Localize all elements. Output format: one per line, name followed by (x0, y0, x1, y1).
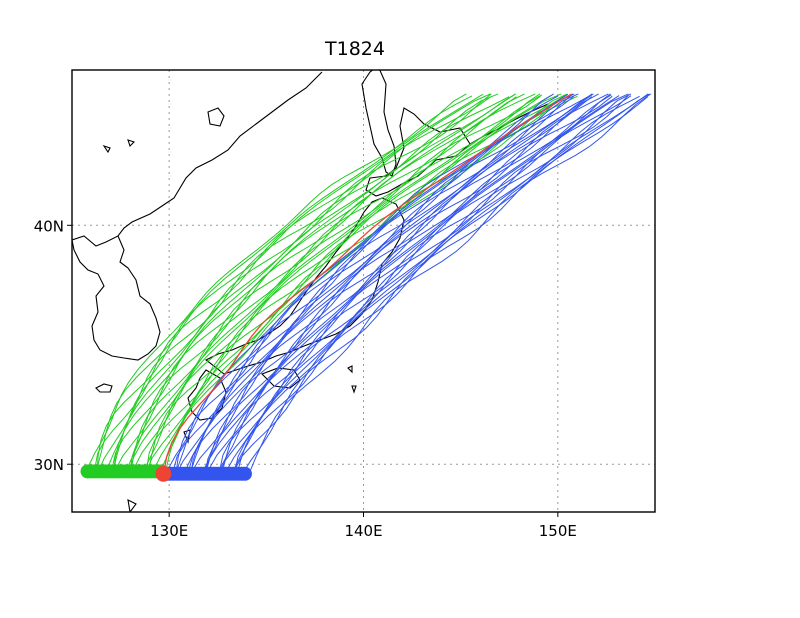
track-line-blue (223, 94, 630, 476)
hokkaido-coast (365, 107, 471, 197)
x-tick-label: 130E (150, 522, 188, 540)
track-line-green (145, 95, 566, 473)
grid-lines (72, 70, 655, 512)
track-line-green (105, 93, 492, 472)
track-line-green (133, 93, 541, 470)
jeju-island (95, 383, 113, 393)
track-line-green (151, 94, 565, 473)
coastline (72, 70, 549, 512)
y-tick-label: 40N (34, 217, 64, 235)
track-line-green (164, 95, 578, 474)
korea-coast (72, 235, 161, 361)
track-line-blue (248, 93, 652, 474)
small-island-5 (351, 385, 357, 394)
track-line-green (147, 95, 552, 474)
track-line-red (163, 93, 573, 474)
start-marker-blue (237, 466, 252, 481)
x-tick-label: 150E (539, 522, 577, 540)
track-line-blue (217, 95, 632, 476)
track-line-green (124, 96, 517, 475)
map-title: T1824 (324, 38, 385, 60)
small-island-2 (102, 144, 111, 154)
track-line-green (146, 93, 562, 469)
track-line-blue (207, 93, 611, 472)
small-island-4 (347, 365, 353, 374)
y-axis-ticks: 30N 40N (34, 217, 72, 474)
mainland-coast (72, 71, 323, 247)
track-line-green (95, 95, 473, 474)
track-line-blue (236, 95, 640, 477)
track-line-green (113, 96, 510, 475)
honshu-coast (204, 197, 405, 375)
x-axis-ticks: 130E 140E 150E (150, 512, 577, 540)
track-line-green (96, 93, 484, 473)
track-line-blue (233, 93, 650, 472)
track-line-green (129, 93, 536, 471)
small-island-3 (127, 139, 136, 148)
track-line-blue (199, 96, 593, 477)
track-line-green (130, 93, 525, 470)
track-line-blue (190, 96, 589, 477)
track-line-blue (183, 93, 574, 474)
small-island-6 (127, 499, 137, 512)
track-line-green (115, 93, 516, 471)
sakhalin-coast (361, 70, 397, 177)
x-tick-label: 140E (344, 522, 382, 540)
track-line-green (94, 93, 491, 469)
track-line-blue (240, 96, 649, 477)
start-marker-red (155, 465, 172, 482)
kyushu-coast (187, 369, 227, 421)
track-line-blue (190, 93, 579, 472)
track-line-blue (202, 95, 613, 477)
start-markers (80, 464, 252, 482)
track-line-green (96, 96, 492, 475)
track-line-blue (204, 93, 609, 474)
track-line-blue (216, 94, 612, 475)
track-line-green (142, 94, 543, 473)
y-tick-label: 30N (34, 456, 64, 474)
small-island-1 (207, 107, 225, 127)
track-line-blue (232, 93, 632, 472)
track-lines (87, 93, 652, 477)
track-line-blue (166, 93, 554, 472)
